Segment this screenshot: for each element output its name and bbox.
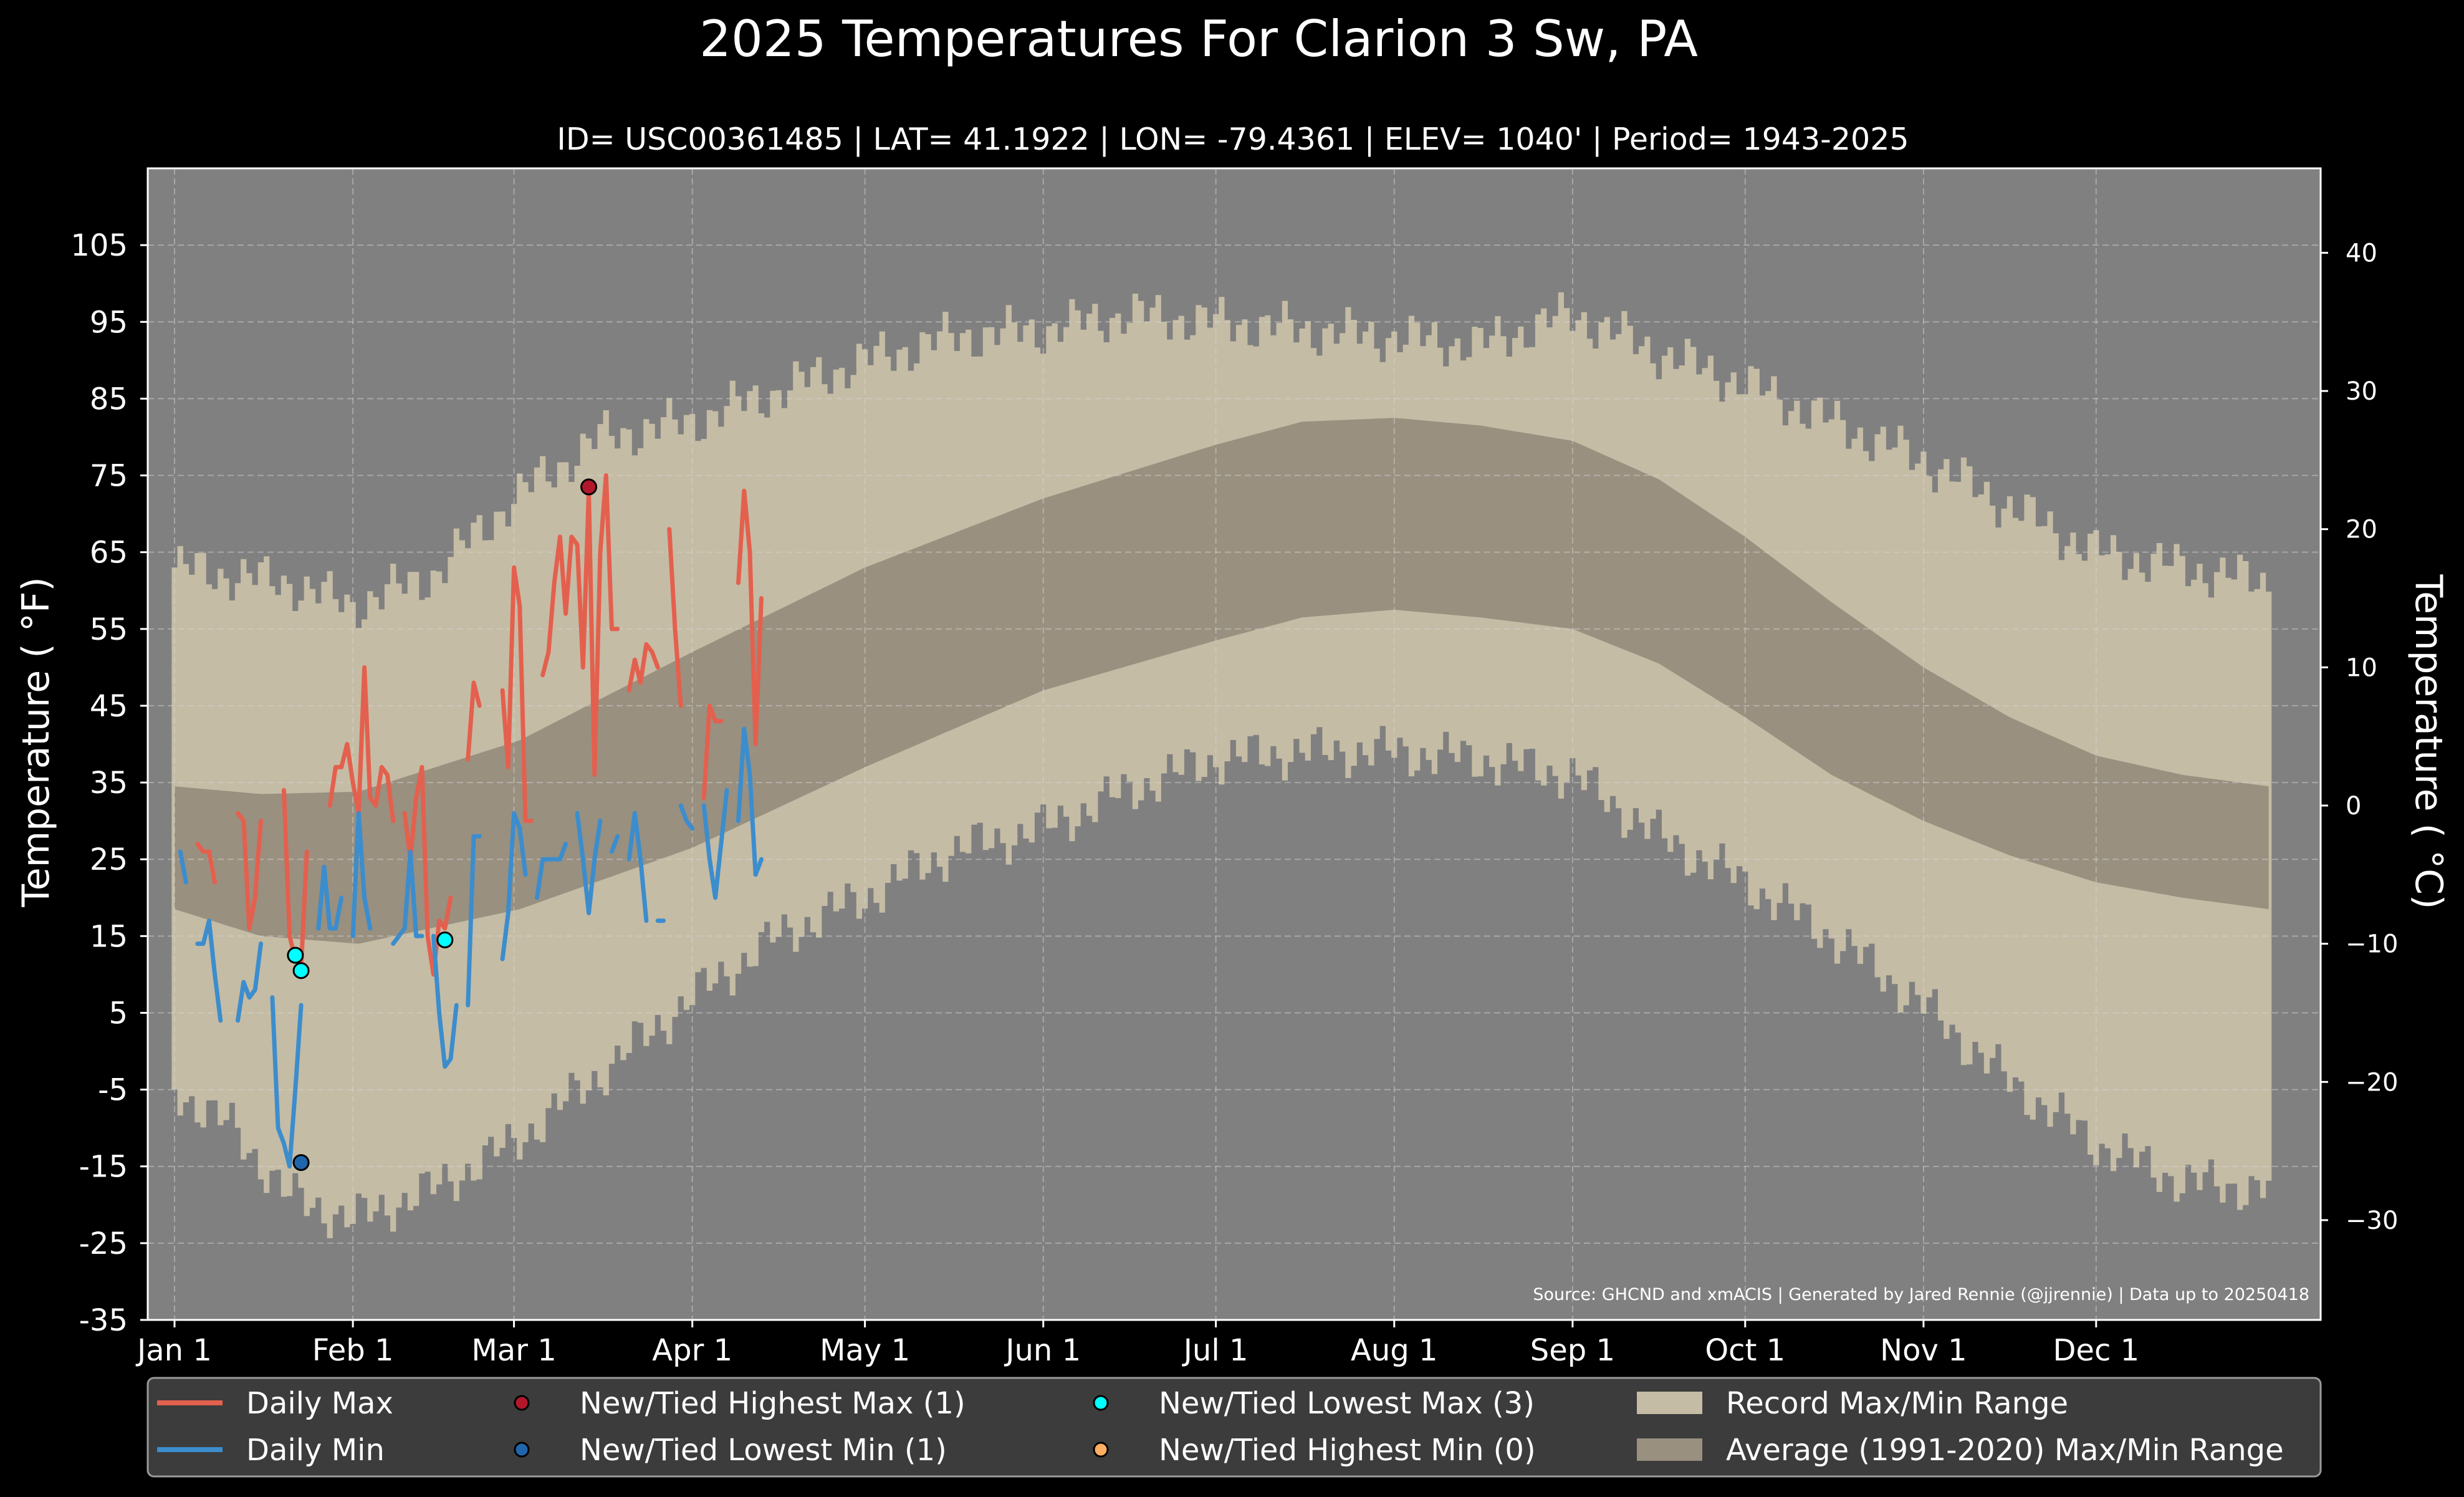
daily-max-line: [402, 764, 453, 977]
y-tick-label: 55: [90, 612, 128, 647]
daily-max-line: [236, 811, 263, 931]
y2-tick-label: −30: [2346, 1206, 2398, 1235]
x-tick-label: Aug 1: [1351, 1333, 1438, 1368]
record-marker: [292, 1154, 310, 1172]
legend-label: New/Tied Lowest Min (1): [580, 1433, 947, 1468]
x-tick-label: May 1: [820, 1333, 910, 1368]
y-tick-label: 95: [90, 305, 128, 340]
normal-range-band: [175, 418, 2269, 944]
y-tick-label: 105: [70, 228, 128, 263]
x-tick-label: Nov 1: [1880, 1333, 1967, 1368]
daily-max-line: [736, 488, 764, 746]
daily-min-line: [535, 842, 568, 900]
daily-max-line: [500, 565, 534, 824]
y-tick-label: 45: [90, 689, 128, 724]
x-tick-label: Sep 1: [1530, 1333, 1615, 1368]
y-axis-label-fahrenheit: Temperature ( °F): [14, 577, 58, 908]
y2-tick-label: 10: [2346, 653, 2377, 682]
chart-subtitle: ID= USC00361485 | LAT= 41.1922 | LON= -7…: [557, 122, 1909, 157]
y-axis-label-celsius: Temperature ( °C): [2407, 574, 2450, 910]
y2-tick-label: 30: [2346, 377, 2377, 406]
daily-min-line: [736, 726, 764, 877]
legend-box: [146, 1377, 2322, 1478]
legend-label: Average (1991-2020) Max/Min Range: [1726, 1433, 2284, 1468]
daily-min-line: [195, 918, 223, 1023]
x-tick-label: Apr 1: [652, 1333, 732, 1368]
y-tick-label: -15: [79, 1150, 128, 1185]
y2-tick-label: 40: [2346, 239, 2377, 267]
daily-min-line: [500, 811, 528, 961]
legend: Daily Max New/Tied Highest Max (1) New/Tie…: [146, 1377, 2322, 1478]
y-tick-label: 65: [90, 536, 128, 570]
plot-frame: [146, 167, 2322, 1321]
daily-min-line: [391, 849, 424, 946]
daily-min-line: [610, 834, 620, 854]
y2-tick-label: 0: [2346, 792, 2361, 821]
legend-label: New/Tied Lowest Max (3): [1159, 1386, 1535, 1421]
y-tick-label: 5: [108, 996, 128, 1031]
axes: 105 95 85 75 65 55 45 35 25 15 5 -5 -15 -25 -35 40 30 20 1…: [70, 167, 2398, 1368]
daily-min-line: [466, 834, 482, 1008]
legend-swatch-patch: [1637, 1438, 1702, 1461]
y-tick-label: -35: [79, 1303, 128, 1338]
daily-min-line: [575, 811, 603, 915]
y2-tick-label: −20: [2346, 1068, 2398, 1097]
daily-min-line: [316, 865, 344, 931]
legend-label: New/Tied Highest Min (0): [1159, 1433, 1536, 1468]
legend-swatch-patch: [1637, 1392, 1702, 1414]
record-marker: [580, 478, 598, 496]
daily-max-line: [195, 842, 218, 885]
legend-label: New/Tied Highest Max (1): [580, 1386, 966, 1421]
daily-min-line: [236, 941, 263, 1023]
x-tick-label: Oct 1: [1705, 1333, 1785, 1368]
daily-max-line: [327, 665, 396, 824]
y-tick-label: 15: [90, 919, 128, 954]
daily-min-line: [270, 995, 304, 1169]
daily-min-line: [701, 787, 729, 900]
daily-min-line: [178, 849, 188, 885]
y-tick-label: -5: [98, 1073, 128, 1108]
daily-min-line: [626, 811, 649, 923]
x-tick-label: Jan 1: [135, 1333, 212, 1368]
plot-area: Source: GHCND and xmACIS | Generated by …: [148, 168, 2321, 1321]
daily-max-line: [466, 680, 482, 762]
record-marker: [436, 931, 454, 948]
record-range-band: [171, 292, 2272, 1238]
legend-label: Daily Max: [246, 1386, 393, 1421]
daily-max-line: [540, 473, 620, 777]
y-tick-label: 85: [90, 382, 128, 416]
daily-min-line: [431, 933, 459, 1069]
chart-title: 2025 Temperatures For Clarion 3 Sw, PA: [699, 10, 1698, 68]
record-marker: [287, 946, 304, 964]
y2-tick-label: −10: [2346, 930, 2398, 959]
y-tick-label: 75: [90, 459, 128, 494]
legend-swatch-marker: [1093, 1395, 1109, 1411]
source-note: Source: GHCND and xmACIS | Generated by …: [1533, 1285, 2309, 1304]
x-tick-label: Dec 1: [2053, 1333, 2139, 1368]
daily-min-line: [678, 803, 695, 831]
legend-label: Daily Min: [246, 1433, 385, 1468]
legend-swatch-marker: [1093, 1442, 1109, 1458]
x-tick-label: Jul 1: [1182, 1333, 1249, 1368]
record-marker: [292, 962, 310, 980]
y-tick-label: 35: [90, 766, 128, 801]
legend-swatch-marker: [514, 1442, 530, 1458]
daily-max-line: [626, 642, 660, 693]
y-tick-label: -25: [79, 1226, 128, 1261]
daily-max-line: [667, 527, 683, 708]
x-tick-label: Mar 1: [471, 1333, 556, 1368]
legend-swatch-marker: [514, 1395, 530, 1411]
y-tick-label: 25: [90, 842, 128, 877]
daily-max-line: [701, 703, 724, 801]
x-tick-label: Jun 1: [1004, 1333, 1081, 1368]
daily-min-line: [350, 811, 373, 938]
x-tick-label: Feb 1: [312, 1333, 394, 1368]
y2-tick-label: 20: [2346, 516, 2377, 544]
legend-label: Record Max/Min Range: [1726, 1386, 2068, 1421]
